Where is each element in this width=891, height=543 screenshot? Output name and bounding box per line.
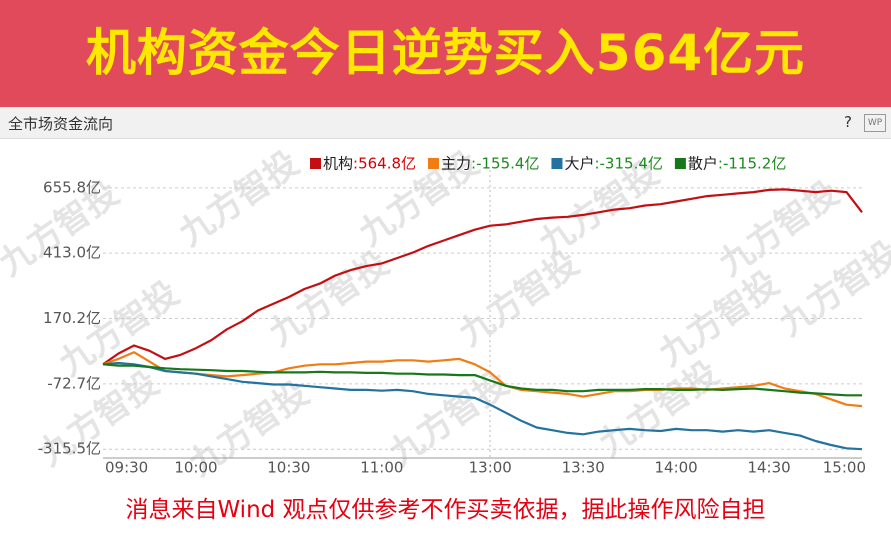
y-tick-label: 413.0亿 <box>43 244 101 262</box>
watermark: 九方智投 <box>172 143 306 254</box>
x-tick-label: 15:00 <box>823 459 866 477</box>
x-tick-label: 13:00 <box>469 459 512 477</box>
legend-swatch <box>551 158 563 169</box>
x-tick-label: 13:30 <box>562 459 605 477</box>
legend-total: :564.8亿 <box>353 155 416 173</box>
legend-name: 机构 <box>323 155 353 173</box>
x-tick-label: 09:30 <box>105 459 148 477</box>
legend-swatch <box>310 158 321 169</box>
x-tick-label: 10:00 <box>174 459 217 477</box>
watermark: 九方智投 <box>652 263 786 374</box>
banner-title: 机构资金今日逆势买入564亿元 <box>0 0 891 107</box>
y-tick-label: 655.8亿 <box>43 178 101 196</box>
x-tick-label: 10:30 <box>267 459 310 477</box>
legend-swatch <box>428 158 440 169</box>
disclaimer: 消息来自Wind 观点仅供参考不作买卖依据，据此操作风险自担 <box>125 497 766 523</box>
legend-name: 散户 <box>688 155 718 173</box>
panel-title: 全市场资金流向 <box>8 115 114 133</box>
series-line <box>102 188 863 366</box>
series-line <box>102 361 863 451</box>
panel-icon[interactable]: WP <box>864 114 886 132</box>
x-tick-label: 14:30 <box>747 459 790 477</box>
watermark: 九方智投 <box>262 243 396 354</box>
series-line <box>102 351 863 408</box>
legend-total: :-315.4亿 <box>594 155 662 173</box>
legend: 机构:564.8亿 主力:-155.4亿 大户:-315.4亿 散户:-115.2亿 <box>310 155 786 173</box>
legend-name: 主力 <box>441 155 471 173</box>
x-tick-label: 11:00 <box>360 459 403 477</box>
legend-swatch <box>674 158 686 169</box>
legend-total: :-155.4亿 <box>471 155 539 173</box>
help-button[interactable]: ? <box>844 113 852 131</box>
panel-header: 全市场资金流向 ? WP <box>0 107 891 139</box>
watermark: 九方智投 <box>452 243 586 354</box>
watermark: 九方智投 <box>592 353 726 464</box>
y-tick-label: -72.7亿 <box>47 374 101 392</box>
legend-total: :-115.2亿 <box>718 155 786 173</box>
y-tick-label: 170.2亿 <box>43 309 101 327</box>
legend-name: 大户 <box>564 155 594 173</box>
x-tick-label: 14:00 <box>655 459 698 477</box>
watermark: 九方智投 <box>772 233 891 344</box>
series-line <box>102 363 862 397</box>
y-tick-label: -315.5亿 <box>38 440 101 458</box>
